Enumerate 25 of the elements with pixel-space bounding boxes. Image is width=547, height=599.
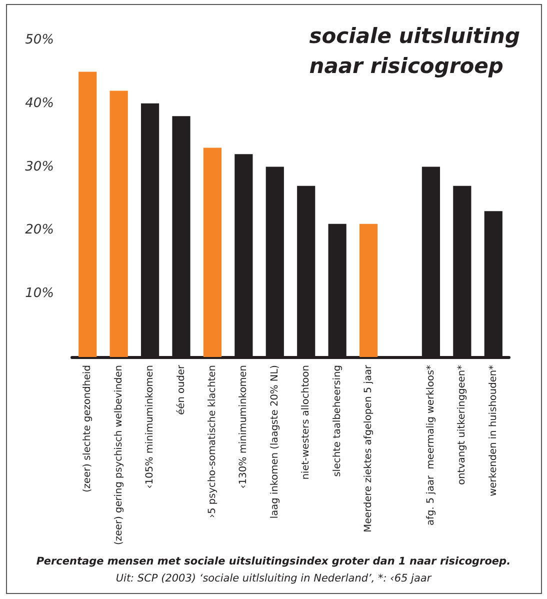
x-tick-label: werkenden in huishouden* — [488, 364, 499, 496]
bar — [78, 72, 97, 357]
text: Uit: SCP (2003) ‘sociale uitlsluiting in Nederland’, *: ‹65 jaar — [116, 572, 432, 584]
x-tick-label: ‹130% minimuminkomen — [238, 365, 250, 489]
x-tick-label: één ouder — [176, 364, 187, 415]
x-tick-label: (zeer) gering psychisch welbevinden — [113, 365, 124, 545]
x-tick-label: ›5 psycho-somatische klachten — [206, 365, 218, 518]
x-tick-label: Meerdere ziektes afgelopen 5 jaar — [363, 364, 374, 532]
x-tick-label: niet-westers allochtoon — [300, 365, 312, 480]
y-tick-label: 50% — [25, 32, 54, 48]
bar — [203, 148, 222, 357]
bar — [359, 224, 378, 357]
x-tick-label: afg. 5 jaar meermalig werkloos* — [425, 364, 436, 526]
chart-title: sociale uitsluiting naar risicogroep — [309, 24, 520, 78]
y-tick-label: 30% — [25, 159, 54, 174]
text: Percentage mensen met sociale uitsluitingsindex groter dan 1 naar risicogroep. — [36, 556, 511, 568]
y-tick-label: 20% — [25, 222, 54, 238]
x-tick-label: laag inkomen (laagste 20% NL) — [269, 365, 280, 519]
x-tick-label: slechte taalbeheersing — [332, 365, 343, 477]
x-tick-label: (zeer) slechte gezondheid — [82, 365, 94, 492]
y-tick-label: 40% — [25, 96, 54, 111]
bar — [110, 90, 128, 357]
x-tick-label: ontvangt uitkeringgeen* — [456, 364, 468, 485]
x-tick-label: ‹105% minimuminkomen — [144, 365, 156, 489]
y-tick-label: 10% — [25, 286, 54, 302]
